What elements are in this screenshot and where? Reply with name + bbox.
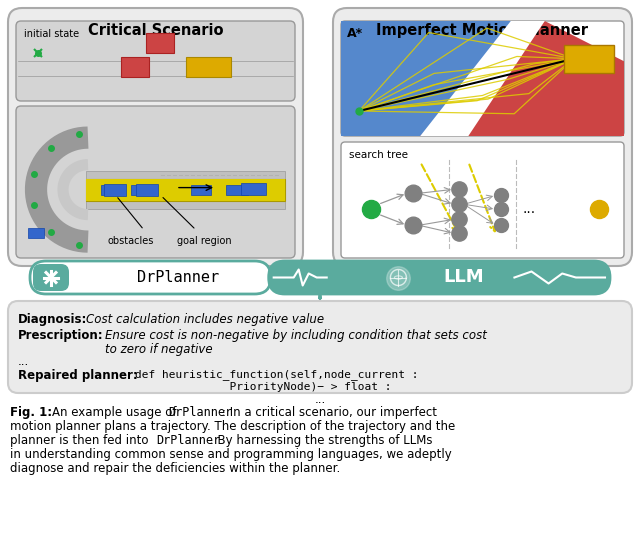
- Polygon shape: [341, 21, 545, 136]
- Polygon shape: [420, 21, 545, 136]
- Bar: [226, 184, 248, 195]
- Text: An example usage of: An example usage of: [52, 406, 180, 419]
- Bar: [186, 57, 231, 77]
- Text: ...: ...: [18, 355, 29, 368]
- Polygon shape: [420, 21, 624, 136]
- Bar: [86, 170, 285, 209]
- Text: LLM: LLM: [443, 269, 484, 287]
- Text: : In a critical scenario, our imperfect: : In a critical scenario, our imperfect: [222, 406, 437, 419]
- Text: Fig. 1:: Fig. 1:: [10, 406, 52, 419]
- Text: Repaired planner:: Repaired planner:: [18, 369, 138, 382]
- Text: obstacles: obstacles: [108, 236, 154, 246]
- Text: . By harnessing the strengths of LLMs: . By harnessing the strengths of LLMs: [210, 434, 433, 447]
- Text: PriorityNode)− > float :: PriorityNode)− > float :: [135, 382, 392, 392]
- Text: Prescription:: Prescription:: [18, 329, 104, 342]
- FancyBboxPatch shape: [8, 8, 303, 266]
- Text: Diagnosis:: Diagnosis:: [18, 313, 88, 326]
- FancyBboxPatch shape: [16, 106, 295, 258]
- Bar: [86, 178, 285, 200]
- Bar: [104, 184, 126, 196]
- Bar: [28, 228, 44, 238]
- Text: initial state: initial state: [24, 29, 79, 39]
- Text: goal region: goal region: [177, 236, 231, 246]
- Text: ...: ...: [314, 393, 326, 406]
- Bar: [564, 44, 614, 73]
- Bar: [101, 184, 121, 195]
- Bar: [121, 57, 149, 77]
- Text: search tree: search tree: [349, 150, 408, 160]
- FancyBboxPatch shape: [341, 21, 624, 136]
- FancyBboxPatch shape: [33, 264, 69, 291]
- Text: diagnose and repair the deficiencies within the planner.: diagnose and repair the deficiencies wit…: [10, 462, 340, 475]
- Text: in understanding common sense and programming languages, we adeptly: in understanding common sense and progra…: [10, 448, 452, 461]
- Text: Cost calculation includes negative value: Cost calculation includes negative value: [86, 313, 324, 326]
- FancyBboxPatch shape: [341, 142, 624, 258]
- Text: Ensure cost is non-negative by including condition that sets cost: Ensure cost is non-negative by including…: [105, 329, 487, 342]
- FancyBboxPatch shape: [16, 21, 295, 101]
- Text: ...: ...: [523, 202, 536, 217]
- Text: planner is then fed into: planner is then fed into: [10, 434, 152, 447]
- Text: DrPlanner: DrPlanner: [136, 270, 219, 285]
- FancyBboxPatch shape: [8, 301, 632, 393]
- Text: motion planner plans a trajectory. The description of the trajectory and the: motion planner plans a trajectory. The d…: [10, 420, 455, 433]
- Bar: [191, 184, 211, 195]
- Bar: [131, 184, 151, 195]
- Text: Critical Scenario: Critical Scenario: [88, 23, 223, 38]
- Text: A*: A*: [347, 27, 363, 40]
- FancyBboxPatch shape: [333, 8, 632, 266]
- Text: DrPlanner: DrPlanner: [168, 406, 232, 419]
- Text: Imperfect Motion Planner: Imperfect Motion Planner: [376, 23, 589, 38]
- Bar: [136, 184, 158, 196]
- Text: to zero if negative: to zero if negative: [105, 343, 212, 356]
- Text: DrPlanner: DrPlanner: [156, 434, 220, 447]
- Bar: [146, 33, 174, 53]
- Text: def heuristic_function(self,node_current :: def heuristic_function(self,node_current…: [135, 369, 419, 380]
- Bar: [241, 183, 266, 195]
- FancyBboxPatch shape: [30, 261, 271, 294]
- FancyBboxPatch shape: [269, 261, 610, 294]
- Bar: [86, 178, 285, 200]
